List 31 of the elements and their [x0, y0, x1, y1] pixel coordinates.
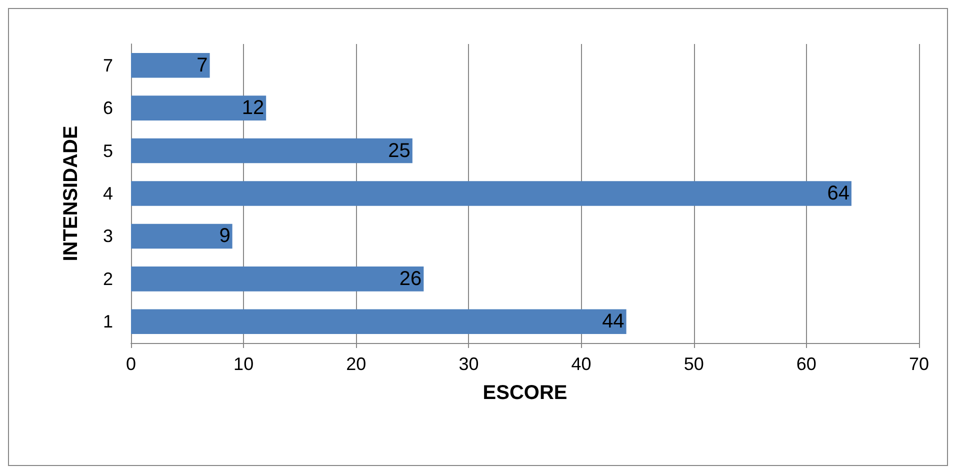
bar: [131, 138, 412, 164]
bar: [131, 224, 232, 249]
bar: [131, 96, 266, 120]
x-tick-label: 60: [796, 354, 816, 374]
bar: [131, 181, 852, 206]
bar: [131, 52, 210, 78]
y-tick-label: 6: [102, 98, 113, 118]
x-tick-label: 20: [346, 354, 366, 374]
data-label: 64: [827, 182, 850, 204]
y-tick-label: 2: [102, 268, 113, 289]
y-tick-label: 5: [102, 140, 113, 161]
x-tick-label: 10: [234, 354, 254, 374]
y-tick-label: 4: [102, 184, 113, 204]
x-tick-label: 40: [571, 354, 592, 374]
y-tick-label: 1: [102, 312, 113, 332]
data-label: 9: [219, 225, 230, 248]
x-tick-label: 70: [908, 354, 930, 374]
x-tick-label: 30: [458, 354, 479, 374]
x-tick-label: 0: [126, 354, 136, 374]
x-tick-label: 50: [684, 354, 704, 374]
x-axis-title: ESCORE: [482, 382, 568, 404]
bar: [131, 266, 424, 292]
bar: [131, 309, 626, 334]
data-label: 7: [196, 54, 208, 76]
y-tick-label: 3: [102, 226, 113, 246]
y-tick-label: 7: [102, 55, 113, 76]
data-label: 12: [242, 97, 264, 120]
y-axis-title: INTENSIDADE: [60, 126, 82, 262]
data-label: 44: [602, 310, 624, 333]
data-label: 25: [388, 140, 410, 162]
data-label: 26: [399, 268, 422, 290]
